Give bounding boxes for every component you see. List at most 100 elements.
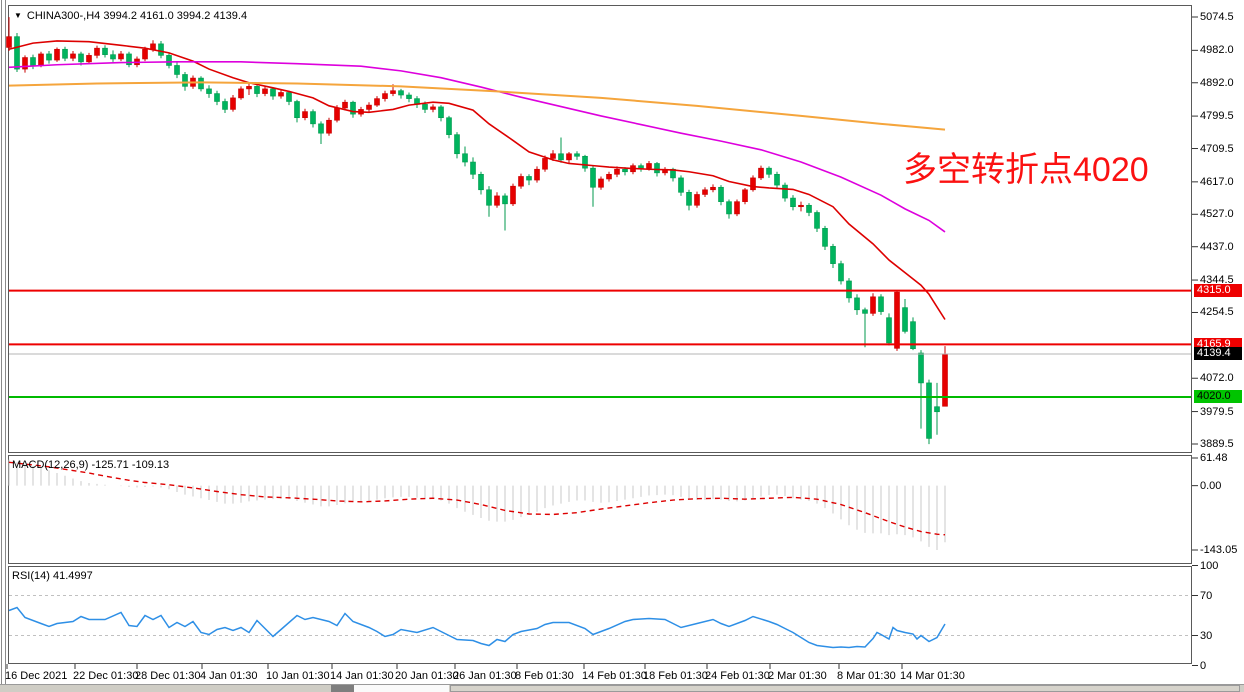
- price-axis-label: 4254.5: [1200, 306, 1234, 319]
- x-axis-label: 16 Dec 2021: [5, 670, 68, 682]
- candle-body: [102, 47, 108, 55]
- price-axis-label: 4344.5: [1200, 274, 1234, 287]
- ma-mid-magenta: [8, 61, 946, 233]
- candle-body: [542, 158, 548, 170]
- candle-body: [406, 94, 412, 99]
- candle-body: [438, 106, 444, 119]
- candle-body: [318, 123, 324, 134]
- x-axis-label: 10 Jan 01:30: [266, 670, 330, 682]
- rsi-axis-label: 0: [1200, 659, 1207, 672]
- candle-body: [614, 168, 620, 175]
- x-axis-label: 28 Dec 01:30: [135, 670, 201, 682]
- candle-body: [110, 54, 116, 60]
- candle-body: [14, 36, 20, 70]
- candle-body: [654, 163, 660, 174]
- x-axis-label: 2 Mar 01:30: [768, 670, 827, 682]
- candle-body: [638, 165, 644, 169]
- candle-body: [830, 246, 836, 264]
- price-axis-label: 4982.0: [1200, 44, 1234, 57]
- candle-body: [678, 177, 684, 193]
- candle-body: [710, 186, 716, 191]
- candle-body: [838, 263, 844, 282]
- candle-body: [726, 201, 732, 215]
- candle-body: [806, 204, 812, 213]
- candle-body: [166, 55, 172, 66]
- candle-body: [294, 101, 300, 119]
- candle-body: [158, 43, 164, 56]
- candle-body: [326, 119, 332, 134]
- candle-body: [302, 111, 308, 119]
- price-badge: 4020.0: [1194, 390, 1242, 404]
- candle-body: [582, 155, 588, 169]
- candle-body: [798, 204, 804, 208]
- macd-signal-line: [8, 461, 946, 536]
- candle-body: [278, 92, 284, 97]
- candle-body: [870, 296, 876, 314]
- candle-body: [214, 93, 220, 102]
- candle-body: [374, 98, 380, 106]
- candle-body: [118, 53, 124, 60]
- macd-axis-label: 0.00: [1200, 479, 1222, 492]
- candle-body: [854, 297, 860, 311]
- candle-body: [334, 107, 340, 121]
- main-chart-panel[interactable]: [8, 5, 1192, 453]
- candle-body: [510, 185, 516, 205]
- price-badge: 4139.4: [1194, 347, 1242, 361]
- candle-body: [486, 189, 492, 206]
- candle-body: [742, 189, 748, 202]
- rsi-indicator-panel[interactable]: [8, 566, 1192, 664]
- candle-body: [790, 197, 796, 208]
- candle-body: [782, 184, 788, 199]
- candle-body: [286, 92, 292, 102]
- x-axis-label: 26 Jan 01:30: [453, 670, 517, 682]
- candle-body: [454, 134, 460, 155]
- candle-body: [590, 167, 596, 188]
- candle-body: [94, 47, 100, 56]
- price-axis-label: 5074.5: [1200, 11, 1234, 23]
- price-axis-label: 3979.5: [1200, 405, 1234, 418]
- candle-body: [390, 90, 396, 94]
- price-axis-label: 4072.0: [1200, 372, 1234, 385]
- candle-body: [422, 104, 428, 110]
- price-badge: 4315.0: [1194, 284, 1242, 298]
- price-axis-label: 4437.0: [1200, 240, 1234, 253]
- candle-body: [262, 88, 268, 94]
- candle-body: [198, 77, 204, 90]
- price-axis-label: 4527.0: [1200, 208, 1234, 221]
- bottom-strip-dark-segment: [331, 685, 354, 692]
- symbol-dropdown-icon[interactable]: ▼: [14, 11, 22, 20]
- bottom-scrollbar-thumb[interactable]: [450, 685, 1240, 692]
- candle-body: [342, 101, 348, 109]
- candle-body: [686, 192, 692, 206]
- price-axis-label: 3889.5: [1200, 438, 1234, 450]
- candle-body: [126, 53, 132, 66]
- candle-body: [398, 90, 404, 96]
- candle-body: [350, 101, 356, 115]
- candle-body: [902, 307, 908, 332]
- candle-body: [942, 353, 948, 407]
- candle-body: [894, 291, 900, 349]
- x-axis-label: 14 Feb 01:30: [582, 670, 647, 682]
- x-axis-label: 18 Feb 01:30: [643, 670, 708, 682]
- candle-body: [446, 117, 452, 135]
- candle-body: [70, 53, 76, 59]
- candle-body: [150, 43, 156, 50]
- rsi-label: RSI(14) 41.4997: [12, 570, 93, 582]
- macd-axis-label: -143.05: [1200, 544, 1238, 556]
- price-axis-label: 4892.0: [1200, 76, 1234, 89]
- candle-body: [270, 88, 276, 97]
- candle-body: [910, 321, 916, 349]
- x-axis-label: 20 Jan 01:30: [395, 670, 459, 682]
- rsi-line: [8, 606, 946, 649]
- candle-body: [478, 173, 484, 191]
- candle-body: [86, 55, 92, 63]
- candle-body: [494, 195, 500, 206]
- candle-body: [366, 104, 372, 110]
- candle-body: [22, 57, 28, 70]
- candle-body: [918, 352, 924, 384]
- window-left-border-inner: [5, 0, 6, 684]
- candle-body: [774, 173, 780, 186]
- candle-body: [750, 177, 756, 191]
